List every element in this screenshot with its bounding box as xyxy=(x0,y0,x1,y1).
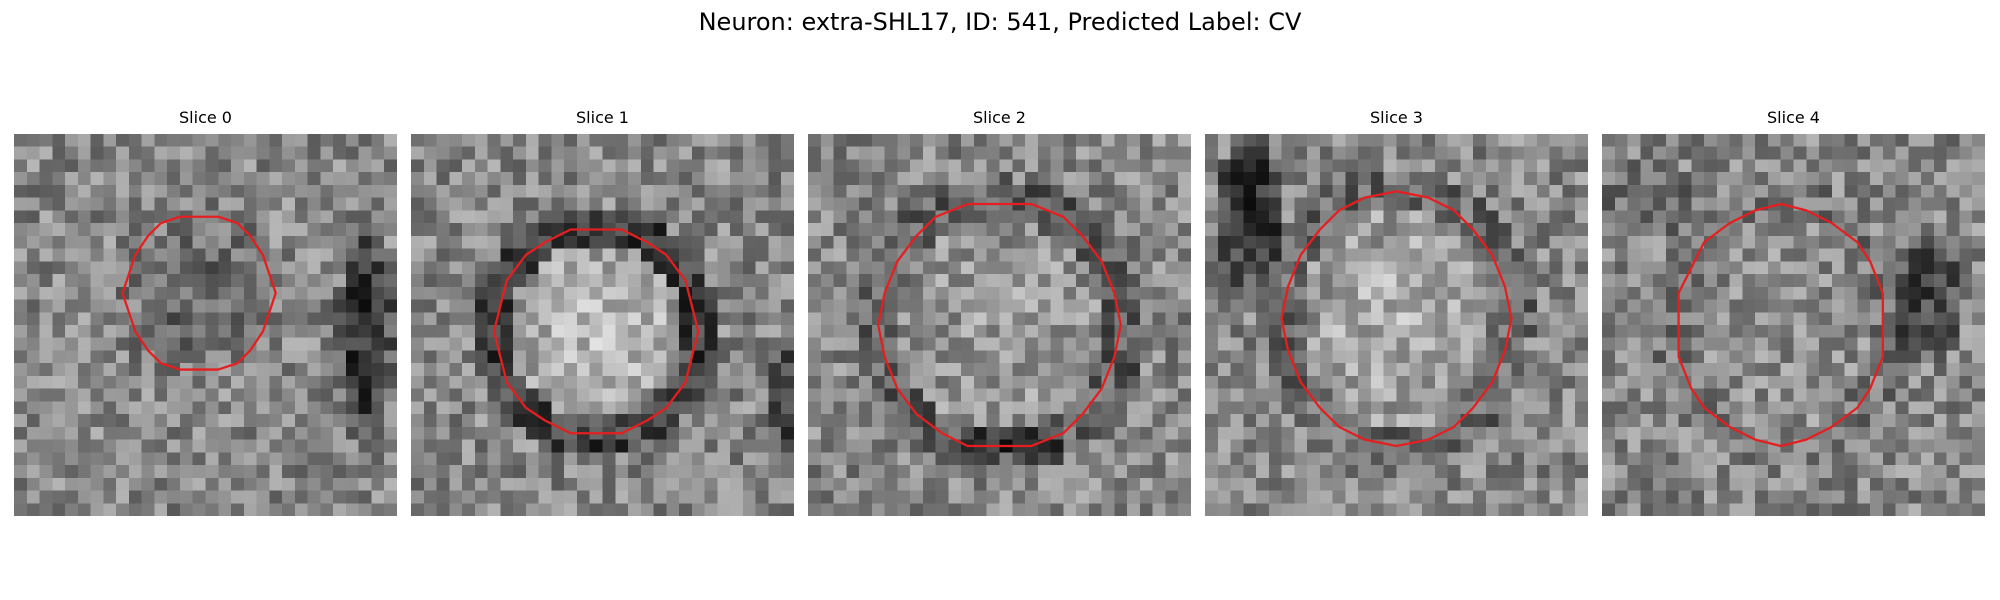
slice-image-3 xyxy=(1205,134,1588,516)
slice-title-1: Slice 1 xyxy=(576,108,629,127)
segmentation-outline-3 xyxy=(1280,190,1513,448)
figure-title: Neuron: extra-SHL17, ID: 541, Predicted … xyxy=(698,8,1302,36)
slice-image-4 xyxy=(1602,134,1985,516)
slice-panel-0: Slice 0 xyxy=(14,106,397,526)
segmentation-outline-1 xyxy=(492,228,700,435)
slice-image-0 xyxy=(14,134,397,516)
slice-title-2: Slice 2 xyxy=(973,108,1026,127)
slice-image-2 xyxy=(808,134,1191,516)
slice-panel-4: Slice 4 xyxy=(1602,106,1985,526)
slice-title-4: Slice 4 xyxy=(1767,108,1820,127)
segmentation-outline-2 xyxy=(877,202,1122,448)
slice-image-1 xyxy=(411,134,794,516)
segmentation-outline-4 xyxy=(1677,202,1885,448)
slice-title-0: Slice 0 xyxy=(179,108,232,127)
slice-title-3: Slice 3 xyxy=(1370,108,1423,127)
slice-panel-2: Slice 2 xyxy=(808,106,1191,526)
slice-panel-3: Slice 3 xyxy=(1205,106,1588,526)
segmentation-outline-0 xyxy=(121,215,277,371)
slice-panel-1: Slice 1 xyxy=(411,106,794,526)
